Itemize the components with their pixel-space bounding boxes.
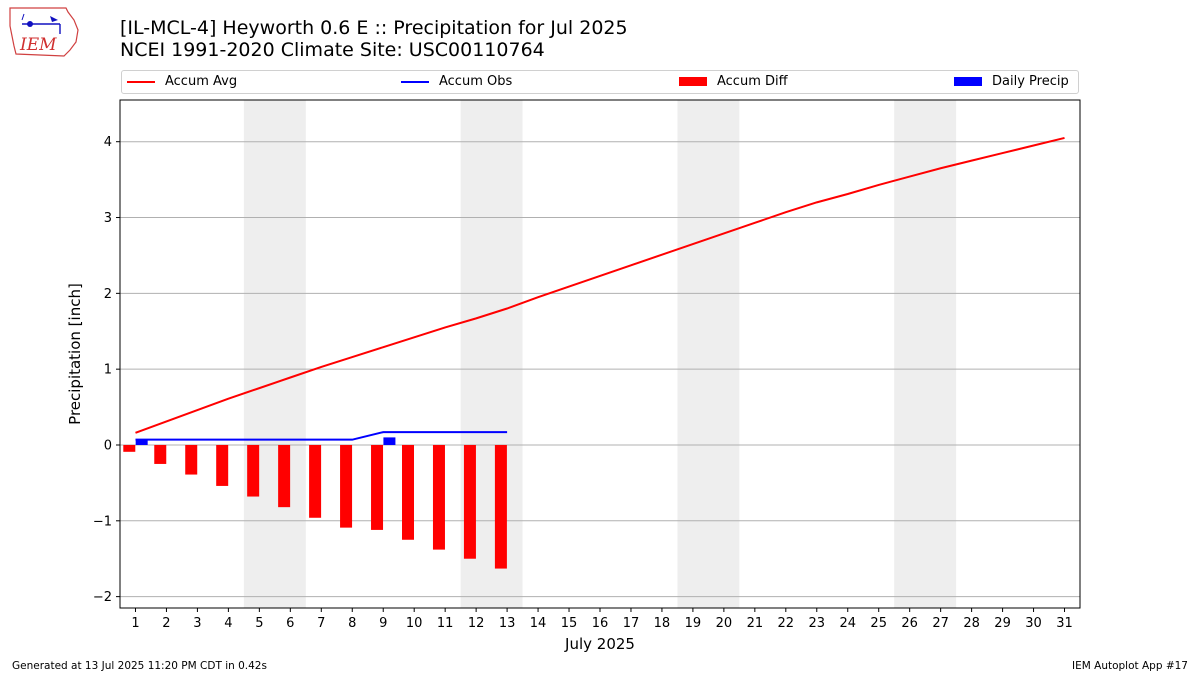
- accum-diff-bar: [432, 444, 445, 550]
- accum-obs-line: [135, 431, 508, 441]
- legend-item-accum-diff: Accum Diff: [679, 74, 788, 90]
- daily-precip-bar: [383, 437, 396, 445]
- generated-note: Generated at 13 Jul 2025 11:20 PM CDT in…: [12, 660, 267, 672]
- x-tick-label: 18: [654, 616, 671, 631]
- legend-item-accum-obs: Accum Obs: [401, 74, 512, 90]
- accum-diff-bar: [247, 444, 260, 497]
- x-tick-label: 24: [839, 616, 856, 631]
- x-tick-label: 8: [348, 616, 356, 631]
- x-tick-label: 15: [561, 616, 578, 631]
- x-tick-label: 7: [317, 616, 325, 631]
- accum-diff-bar: [185, 444, 198, 475]
- x-tick-label: 25: [870, 616, 887, 631]
- bars: [123, 437, 507, 569]
- chart-title: [IL-MCL-4] Heyworth 0.6 E :: Precipitati…: [120, 17, 628, 61]
- accum-diff-bar: [309, 444, 322, 518]
- legend: Accum Avg Accum Obs Accum Diff Daily Pre…: [121, 70, 1079, 94]
- legend-item-daily-precip: Daily Precip: [954, 74, 1069, 90]
- y-tick-label: 4: [104, 135, 112, 150]
- accum-diff-bar: [340, 444, 353, 528]
- legend-label-accum-diff: Accum Diff: [717, 74, 788, 89]
- weekend-band-3: [894, 100, 957, 608]
- x-tick-label: 27: [932, 616, 949, 631]
- x-tick-label: 26: [901, 616, 918, 631]
- x-tick-label: 10: [406, 616, 423, 631]
- y-tick-label: −2: [93, 590, 112, 605]
- accum-diff-bar: [494, 444, 507, 569]
- x-tick-label: 28: [963, 616, 980, 631]
- accum-diff-bar: [154, 444, 167, 464]
- app-note: IEM Autoplot App #17: [1072, 660, 1188, 672]
- title-line-2: NCEI 1991-2020 Climate Site: USC00110764: [120, 39, 545, 61]
- x-tick-label: 21: [747, 616, 764, 631]
- x-tick-label: 3: [193, 616, 201, 631]
- logo-text: IEM: [19, 35, 57, 55]
- x-tick-label: 14: [530, 616, 547, 631]
- accum-diff-bar: [371, 444, 384, 530]
- legend-swatch-accum-avg: [127, 80, 155, 83]
- weekend-shading: [243, 100, 957, 608]
- x-tick-label: 31: [1056, 616, 1073, 631]
- x-tick-label: 2: [162, 616, 170, 631]
- legend-swatch-accum-obs: [401, 80, 429, 83]
- accum-avg-line: [135, 136, 1065, 434]
- legend-label-accum-obs: Accum Obs: [439, 74, 513, 89]
- x-tick-label: 4: [224, 616, 232, 631]
- x-tick-label: 11: [437, 616, 454, 631]
- lines: [135, 136, 1065, 441]
- iem-iowa-logo-icon: IEM: [9, 7, 79, 57]
- legend-label-daily-precip: Daily Precip: [992, 74, 1069, 89]
- y-tick-label: 3: [104, 211, 112, 226]
- x-tick-label: 13: [499, 616, 516, 631]
- x-tick-label: 17: [623, 616, 640, 631]
- x-tick-label: 5: [255, 616, 263, 631]
- y-tick-label: 2: [104, 287, 112, 302]
- accum-diff-bar: [123, 444, 136, 452]
- legend-swatch-daily-precip: [954, 77, 982, 86]
- x-axis-label: July 2025: [564, 635, 635, 653]
- x-tick-label: 30: [1025, 616, 1042, 631]
- legend-item-accum-avg: Accum Avg: [127, 74, 237, 90]
- accum-diff-bar: [216, 444, 229, 486]
- daily-precip-bar: [135, 439, 148, 445]
- legend-swatch-accum-diff: [679, 77, 707, 86]
- accum-diff-bar: [278, 444, 291, 508]
- accum-diff-bar: [463, 444, 476, 559]
- plot-frame: [119, 99, 1081, 609]
- x-tick-label: 12: [468, 616, 485, 631]
- x-tick-label: 9: [379, 616, 387, 631]
- x-tick-label: 1: [131, 616, 139, 631]
- x-tick-label: 19: [685, 616, 702, 631]
- x-tick-label: 29: [994, 616, 1011, 631]
- y-axis-label: Precipitation [inch]: [66, 283, 84, 425]
- x-tick-label: 6: [286, 616, 294, 631]
- y-tick-label: 0: [104, 438, 112, 453]
- x-tick-label: 16: [592, 616, 609, 631]
- weekend-band-0: [243, 100, 306, 608]
- accum-diff-bar: [402, 444, 414, 540]
- x-tick-label: 20: [716, 616, 733, 631]
- x-tick-label: 22: [778, 616, 795, 631]
- grid-lines: [120, 141, 1080, 598]
- y-tick-label: −1: [93, 514, 112, 529]
- weekend-band-2: [677, 100, 740, 608]
- x-tick-label: 23: [809, 616, 826, 631]
- legend-label-accum-avg: Accum Avg: [165, 74, 238, 89]
- iem-logo: IEM: [8, 6, 80, 58]
- y-tick-label: 1: [104, 363, 112, 378]
- title-line-1: [IL-MCL-4] Heyworth 0.6 E :: Precipitati…: [120, 17, 628, 39]
